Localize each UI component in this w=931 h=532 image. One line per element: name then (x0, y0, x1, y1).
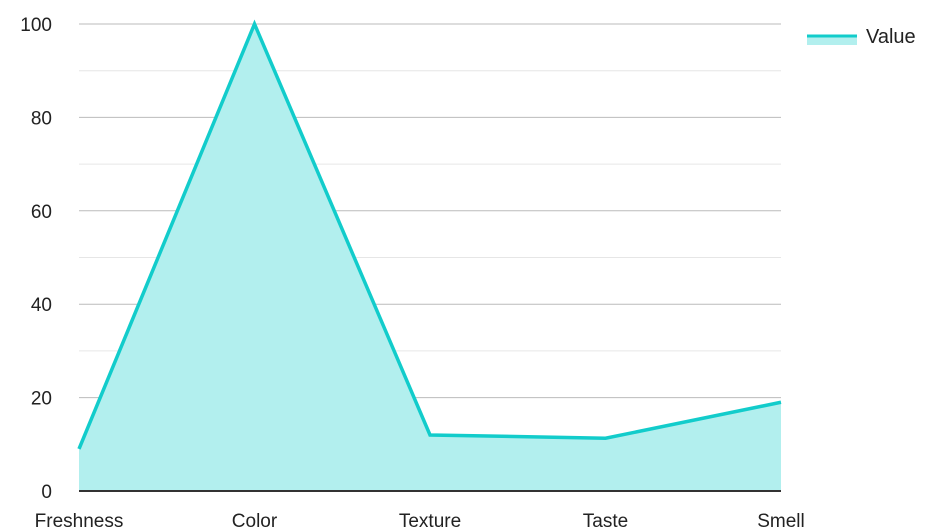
y-tick-label: 40 (31, 295, 52, 316)
y-tick-label: 100 (20, 15, 52, 36)
data-points (78, 23, 782, 449)
y-axis-ticks: 0 20 40 60 80 100 (20, 15, 52, 503)
y-tick-label: 80 (31, 108, 52, 129)
legend-label-value: Value (866, 26, 916, 48)
x-axis-ticks: Freshness Color Texture Taste Smell (35, 511, 805, 532)
x-tick-label: Taste (583, 511, 628, 532)
y-tick-label: 0 (41, 482, 52, 503)
x-tick-label: Smell (757, 511, 805, 532)
legend: Value (807, 26, 916, 48)
area-fill-value (79, 24, 781, 491)
y-tick-label: 60 (31, 202, 52, 223)
x-tick-label: Freshness (35, 511, 124, 532)
y-tick-label: 20 (31, 389, 52, 410)
x-tick-label: Color (232, 511, 278, 532)
legend-swatch-fill (807, 36, 857, 45)
x-tick-label: Texture (399, 511, 461, 532)
